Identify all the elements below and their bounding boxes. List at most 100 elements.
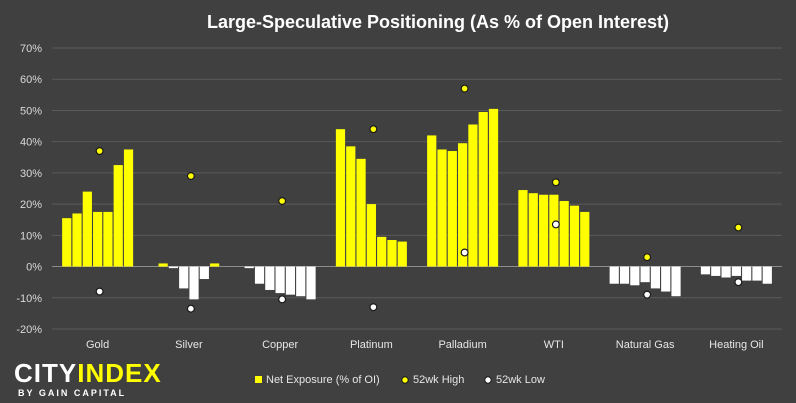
bar bbox=[650, 266, 661, 289]
chart-title: Large-Speculative Positioning (As % of O… bbox=[207, 12, 669, 32]
bar bbox=[113, 165, 123, 267]
y-tick-label: -20% bbox=[16, 324, 42, 336]
marker-52wk-low bbox=[460, 248, 469, 257]
bar bbox=[189, 266, 199, 300]
marker-52wk-high bbox=[643, 253, 652, 262]
bar bbox=[93, 211, 103, 267]
bar bbox=[179, 266, 189, 289]
bar bbox=[275, 266, 285, 294]
marker-52wk-high bbox=[95, 147, 104, 156]
marker-52wk-low bbox=[551, 220, 560, 229]
bar bbox=[123, 149, 134, 267]
x-tick-label: Copper bbox=[262, 339, 298, 351]
x-axis: Gold Silver Copper Platinum Palladium WTI Natu… bbox=[86, 339, 764, 351]
bar bbox=[346, 146, 356, 267]
bar bbox=[711, 266, 721, 276]
bar bbox=[609, 266, 619, 284]
y-tick-label: 50% bbox=[20, 105, 42, 117]
bar bbox=[518, 190, 528, 267]
bar bbox=[168, 266, 179, 269]
y-tick-label: -10% bbox=[16, 293, 42, 305]
bar bbox=[528, 193, 538, 267]
marker-52wk-low bbox=[734, 278, 743, 287]
marker-52wk-low bbox=[643, 290, 652, 299]
bar bbox=[377, 236, 387, 267]
legend: Net Exposure (% of OI) 52wk High 52wk Lo… bbox=[255, 374, 545, 386]
legend-marker-52wk-high bbox=[401, 376, 409, 384]
bar bbox=[437, 149, 447, 267]
legend-label-net-exposure: Net Exposure (% of OI) bbox=[266, 374, 380, 386]
y-axis: -20% -10% 0% 10% 20% 30% 40% 50% 60% 70% bbox=[16, 43, 42, 336]
bar bbox=[700, 266, 711, 275]
bar bbox=[296, 266, 306, 297]
x-tick-label: Palladium bbox=[438, 339, 486, 351]
bar bbox=[356, 158, 366, 267]
bar bbox=[671, 266, 681, 297]
bar bbox=[580, 211, 590, 267]
bar bbox=[72, 213, 82, 267]
x-tick-label: Gold bbox=[86, 339, 109, 351]
bar bbox=[752, 266, 762, 281]
x-tick-label: WTI bbox=[544, 339, 564, 351]
bar bbox=[468, 124, 478, 267]
city-index-logo: CITYINDEX BY GAIN CAPITAL bbox=[14, 358, 162, 398]
bar bbox=[265, 266, 275, 290]
legend-label-52wk-high: 52wk High bbox=[413, 374, 464, 386]
bar bbox=[82, 191, 92, 267]
markers bbox=[95, 84, 743, 313]
logo-text: CITYINDEX bbox=[14, 358, 162, 388]
y-tick-label: 30% bbox=[20, 168, 42, 180]
marker-52wk-high bbox=[460, 84, 469, 93]
y-tick-label: 10% bbox=[20, 230, 42, 242]
bar bbox=[244, 266, 254, 269]
logo-index: INDEX bbox=[77, 358, 161, 388]
bar bbox=[742, 266, 752, 281]
bar bbox=[447, 151, 457, 267]
bar bbox=[458, 143, 468, 267]
bar bbox=[254, 266, 265, 284]
bar bbox=[661, 266, 671, 292]
bar bbox=[335, 129, 346, 267]
bar bbox=[210, 263, 220, 267]
bar bbox=[488, 108, 499, 267]
bar bbox=[569, 205, 580, 267]
bar bbox=[619, 266, 630, 284]
marker-52wk-high bbox=[278, 196, 287, 205]
bars bbox=[62, 108, 772, 300]
bar bbox=[478, 112, 488, 267]
y-tick-label: 40% bbox=[20, 137, 42, 149]
legend-swatch-net-exposure bbox=[255, 376, 262, 383]
bar bbox=[387, 240, 397, 267]
marker-52wk-low bbox=[186, 304, 195, 313]
bar bbox=[538, 194, 549, 267]
logo-subtitle: BY GAIN CAPITAL bbox=[18, 388, 126, 398]
logo-city: CITY bbox=[14, 358, 77, 388]
bar bbox=[306, 266, 316, 300]
bar bbox=[721, 266, 731, 278]
x-tick-label: Platinum bbox=[350, 339, 393, 351]
bar bbox=[199, 266, 209, 280]
x-tick-label: Heating Oil bbox=[709, 339, 763, 351]
marker-52wk-high bbox=[186, 172, 195, 181]
y-tick-label: 60% bbox=[20, 74, 42, 86]
bar bbox=[366, 204, 376, 267]
bar bbox=[630, 266, 640, 286]
legend-label-52wk-low: 52wk Low bbox=[496, 374, 545, 386]
bar bbox=[285, 266, 296, 295]
bar bbox=[640, 266, 650, 283]
marker-52wk-low bbox=[369, 303, 378, 312]
bar bbox=[397, 241, 407, 267]
bar bbox=[62, 218, 72, 267]
bar bbox=[731, 266, 741, 276]
bar bbox=[103, 211, 113, 267]
marker-52wk-high bbox=[734, 223, 743, 232]
bar bbox=[158, 263, 168, 267]
legend-marker-52wk-low bbox=[484, 376, 492, 384]
y-tick-label: 20% bbox=[20, 199, 42, 211]
marker-52wk-low bbox=[278, 295, 287, 304]
x-tick-label: Silver bbox=[175, 339, 203, 351]
marker-52wk-high bbox=[551, 178, 560, 187]
bar bbox=[762, 266, 772, 284]
y-tick-label: 70% bbox=[20, 43, 42, 55]
